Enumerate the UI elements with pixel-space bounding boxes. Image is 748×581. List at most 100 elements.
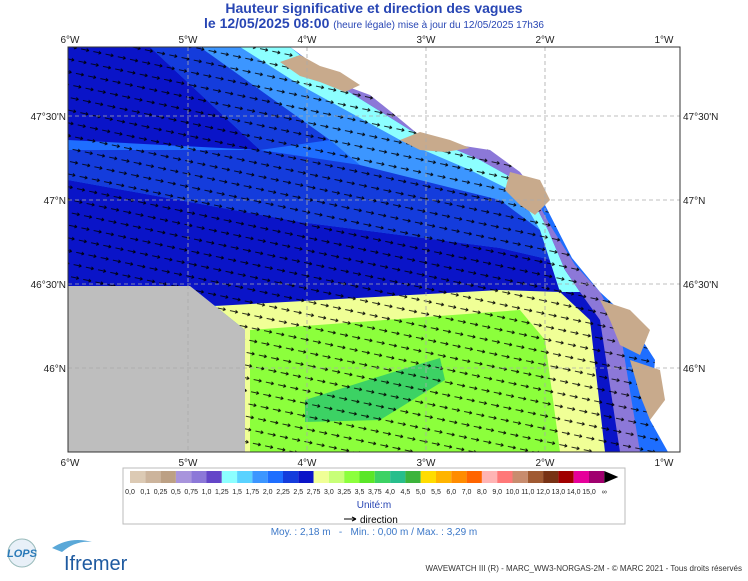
legend-swatch [405,471,421,483]
legend-swatch [191,471,207,483]
lat-label-right: 46°30'N [683,280,718,291]
legend-label: 1,75 [246,489,260,496]
direction-arrow-head [351,516,357,522]
legend-label: 5,5 [431,489,441,496]
legend-label: 9,0 [492,489,502,496]
legend-label: 3,0 [324,489,334,496]
direction-label: direction [360,515,398,526]
legend-label: 1,5 [232,489,242,496]
legend-swatch [237,471,253,483]
lops-logo: LOPS [7,548,38,560]
legend-swatch [374,471,391,483]
legend-label: 0,0 [125,489,135,496]
legend-swatch [436,471,452,483]
legend-swatch [420,471,436,483]
legend-swatch [130,471,146,483]
lon-label-top: 5°W [179,35,199,46]
legend-label: 0,5 [171,489,181,496]
lops-logo-bg [7,538,37,568]
lat-label-left: 47°N [44,196,66,207]
lat-label-right: 47°30'N [683,112,718,123]
legend-label: 3,5 [355,489,365,496]
legend-swatch [344,471,360,483]
lon-label-bottom: 5°W [179,458,199,469]
map-frame [67,46,681,453]
graticule [68,47,680,452]
lon-label-bottom: 2°W [536,458,556,469]
legend-label: 2,75 [307,489,321,496]
lon-label-bottom: 6°W [61,458,81,469]
legend-swatch [160,471,176,483]
lon-label-bottom: 1°W [655,458,675,469]
legend-label: 12,0 [536,489,550,496]
legend-swatch [252,471,268,483]
legend-label: 2,25 [276,489,290,496]
lon-label-top: 6°W [61,35,81,46]
legend-swatch [543,471,559,483]
legend-swatch [145,471,161,483]
legend-swatch [206,471,222,483]
legend-label: 0,75 [184,489,198,496]
lon-label-bottom: 4°W [298,458,318,469]
legend-label: 1,0 [202,489,212,496]
legend-label: 2,5 [293,489,303,496]
legend-label: 2,0 [263,489,273,496]
legend-label: 3,75 [368,489,382,496]
legend-swatch [313,471,329,483]
lat-label-right: 46°N [683,364,705,375]
legend-swatch [298,471,314,483]
title: Hauteur significative et direction des v… [225,0,522,16]
date-line: le 12/05/2025 08:00 (heure légale) mise … [204,15,544,31]
stats: Moy. : 2,18 m - Min. : 0,00 m / Max. : 3… [271,527,478,538]
lat-label-left: 46°30'N [31,280,66,291]
legend-label: 7,0 [462,489,472,496]
legend-label: 8,0 [477,489,487,496]
legend-swatch [390,471,406,483]
legend-label: ∞ [602,489,607,496]
legend-label: 13,0 [552,489,566,496]
lon-label-top: 4°W [298,35,318,46]
legend-swatch [481,471,498,483]
legend-swatch [512,471,528,483]
legend-label: 6,0 [446,489,456,496]
legend-swatch [267,471,283,483]
legend-swatch [527,471,544,483]
lon-label-top: 2°W [536,35,556,46]
legend-label: 5,0 [416,489,426,496]
legend-swatch [328,471,345,483]
legend-swatch [359,471,375,483]
legend-swatch [451,471,467,483]
legend-swatch [558,471,574,483]
lat-label-left: 46°N [44,364,66,375]
legend-swatch [589,471,605,483]
legend-swatch [221,471,238,483]
legend-swatch [497,471,513,483]
legend-label: 4,0 [385,489,395,496]
legend-swatch [283,471,299,483]
lon-label-top: 1°W [655,35,675,46]
legend-label: 1,25 [215,489,229,496]
legend-label: 11,0 [521,489,534,496]
legend-swatch [573,471,589,483]
date: le 12/05/2025 08:00 [204,15,330,31]
legend-swatch [175,471,192,483]
legend-label: 3,25 [337,489,351,496]
footer: WAVEWATCH III (R) - MARC_WW3-NORGAS-2M -… [426,564,742,573]
legend-label: 14,0 [567,489,581,496]
lat-label-left: 47°30'N [31,112,66,123]
legend-label: 15,0 [582,489,596,496]
map [68,47,680,452]
ifremer-logo: Ifremer [64,553,128,575]
subtitle: (heure légale) mise à jour du 12/05/2025… [333,20,544,31]
legend-label: 0,25 [154,489,168,496]
legend-label: 4,5 [401,489,411,496]
legend-label: 10,0 [506,489,520,496]
unit: Unité:m [357,500,391,511]
legend-label: 0,1 [140,489,150,496]
legend-swatch [466,471,482,483]
lon-label-bottom: 3°W [417,458,437,469]
lat-label-right: 47°N [683,196,705,207]
ifremer-wave [52,540,92,552]
lon-label-top: 3°W [417,35,437,46]
